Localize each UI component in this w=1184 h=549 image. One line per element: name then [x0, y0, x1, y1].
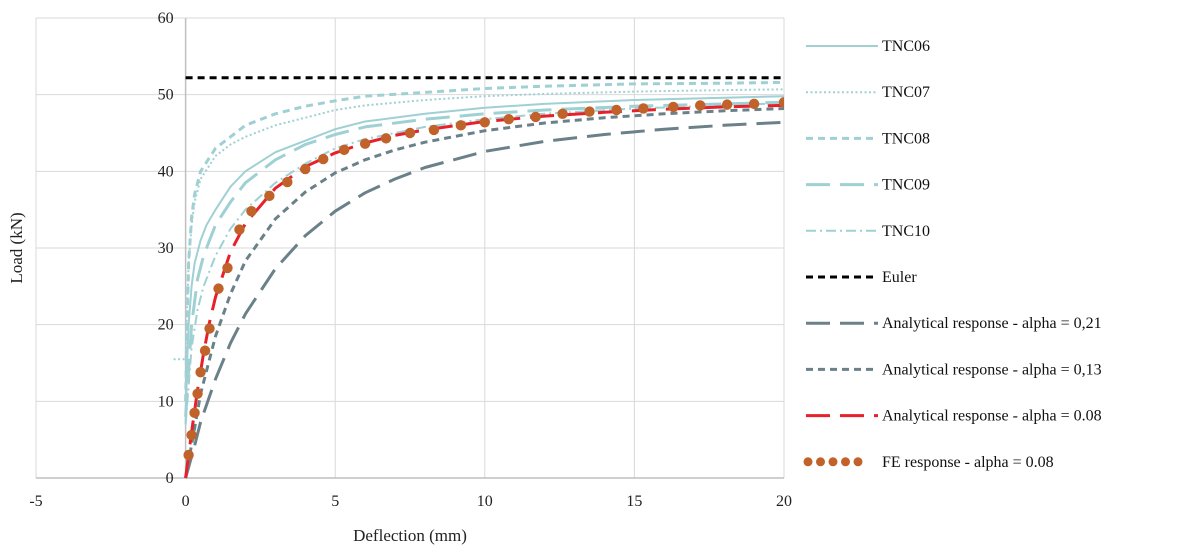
- fe-point: [234, 224, 245, 235]
- fe-point: [557, 108, 568, 120]
- x-axis-title: Deflection (mm): [353, 526, 467, 545]
- fe-point: [282, 176, 293, 188]
- fe-point: [189, 407, 200, 419]
- grid-lines: [35, 17, 785, 478]
- fe-point: [183, 449, 194, 461]
- fe-point: [778, 97, 784, 108]
- legend-item: Analytical response - alpha = 0,13: [806, 361, 1102, 378]
- fe-point: [199, 345, 211, 356]
- fe-point: [503, 114, 514, 125]
- fe-point: [246, 206, 257, 217]
- legend-swatch-dot: [853, 457, 863, 467]
- legend-item: Analytical response - alpha = 0,21: [806, 315, 1102, 332]
- legend-item: Analytical response - alpha = 0.08: [806, 408, 1102, 425]
- series-layer: [173, 76, 784, 479]
- series-line: [184, 80, 784, 402]
- legend-item: Euler: [806, 269, 917, 286]
- legend-label: TNC10: [882, 223, 930, 240]
- series-1: [173, 88, 784, 361]
- fe-point: [204, 323, 215, 334]
- legend-label: TNC07: [882, 84, 930, 101]
- fe-point: [338, 144, 350, 156]
- series-line: [184, 95, 784, 425]
- legend-label: TNC08: [882, 130, 930, 147]
- legend-swatch-dot: [841, 457, 850, 467]
- legend-label: Analytical response - alpha = 0,13: [882, 361, 1102, 378]
- fe-point: [721, 99, 733, 110]
- fe-point: [611, 104, 622, 116]
- legend: TNC06 TNC07 TNC08 TNC09 TNC10 Euler Analytical…: [803, 38, 1102, 471]
- legend-label: Analytical response - alpha = 0,21: [882, 315, 1102, 332]
- series-3: [184, 100, 784, 417]
- x-tick-label: 10: [477, 493, 493, 510]
- y-axis-title: Load (kN): [7, 212, 26, 283]
- fe-point: [213, 283, 224, 294]
- fe-point: [359, 138, 371, 149]
- legend-item: TNC07: [806, 84, 930, 101]
- series-line: [184, 100, 784, 417]
- x-tick-label: 15: [626, 493, 642, 510]
- fe-point: [264, 190, 275, 202]
- legend-label: Euler: [882, 269, 917, 286]
- series-2: [184, 80, 784, 402]
- legend-item: TNC09: [806, 177, 930, 194]
- fe-point: [748, 98, 760, 110]
- x-tick-label: 5: [331, 493, 339, 510]
- legend-label: TNC09: [882, 177, 930, 194]
- fe-point: [300, 163, 311, 175]
- fe-point: [186, 429, 197, 441]
- y-tick-label: 20: [158, 317, 174, 334]
- fe-point: [695, 100, 706, 111]
- y-tick-label: 30: [158, 240, 174, 257]
- fe-point: [192, 388, 203, 399]
- legend-item: TNC06: [806, 38, 930, 55]
- fe-point: [638, 103, 649, 114]
- fe-point: [222, 262, 233, 274]
- series-9: [183, 97, 784, 461]
- y-tick-label: 60: [158, 10, 174, 27]
- y-tick-label: 40: [158, 163, 174, 180]
- legend-item: TNC10: [806, 223, 930, 240]
- legend-label: TNC06: [882, 38, 930, 55]
- fe-point: [530, 111, 541, 123]
- series-0: [184, 95, 784, 425]
- fe-point: [668, 101, 679, 113]
- legend-label: Analytical response - alpha = 0.08: [882, 408, 1102, 425]
- y-tick-label: 0: [166, 470, 174, 487]
- tick-labels: -5 0 5 10 15 20 0 10 20 30 40 50 60: [29, 10, 792, 510]
- fe-point: [584, 106, 595, 117]
- legend-label: FE response - alpha = 0.08: [882, 454, 1054, 471]
- legend-swatch-dot: [828, 457, 838, 467]
- legend-item: TNC08: [806, 130, 930, 147]
- y-tick-label: 50: [158, 87, 174, 104]
- fe-point: [380, 133, 392, 144]
- legend-swatch-dot: [803, 457, 813, 467]
- fe-point: [455, 120, 467, 131]
- fe-point: [479, 117, 490, 128]
- x-tick-label: 20: [776, 493, 792, 510]
- fe-point: [318, 153, 329, 165]
- legend-swatch-dot: [816, 457, 825, 467]
- x-tick-label: 0: [182, 493, 190, 510]
- series-7: [184, 107, 784, 479]
- fe-point: [404, 127, 416, 139]
- fe-point: [195, 367, 206, 378]
- fe-point: [428, 124, 440, 136]
- series-line: [184, 107, 784, 479]
- x-tick-label: -5: [29, 493, 42, 510]
- legend-item: FE response - alpha = 0.08: [803, 454, 1054, 471]
- series-line: [173, 88, 784, 361]
- y-tick-label: 10: [158, 393, 174, 410]
